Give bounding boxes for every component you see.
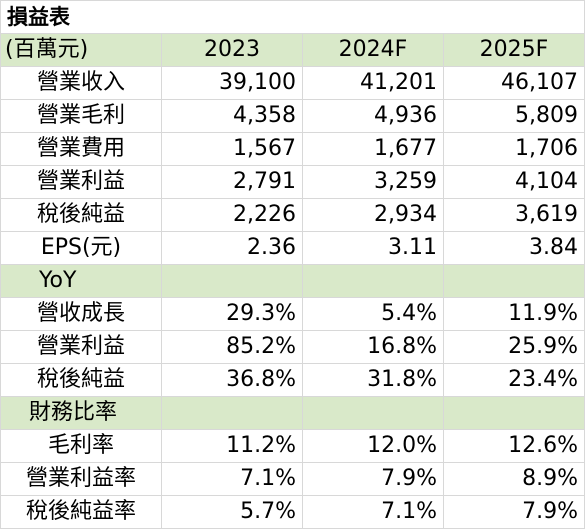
section-empty-cell xyxy=(443,264,585,298)
cell-value: 1,677 xyxy=(302,132,444,166)
cell-value: 8.9% xyxy=(443,462,585,496)
row-label: 毛利率 xyxy=(0,429,162,463)
cell-value: 3.11 xyxy=(302,231,444,265)
unit-label: (百萬元) xyxy=(0,33,162,67)
cell-value: 5,809 xyxy=(443,99,585,133)
table-row: 營業利益 2,791 3,259 4,104 xyxy=(0,165,585,199)
cell-value: 3,259 xyxy=(302,165,444,199)
cell-value: 2,791 xyxy=(161,165,303,199)
row-label: 營業利益率 xyxy=(0,462,162,496)
row-label: 營業費用 xyxy=(0,132,162,166)
cell-value: 2,934 xyxy=(302,198,444,232)
header-row: (百萬元) 2023 2024F 2025F xyxy=(0,33,585,67)
cell-value: 23.4% xyxy=(443,363,585,397)
cell-value: 4,358 xyxy=(161,99,303,133)
cell-value: 2.36 xyxy=(161,231,303,265)
cell-value: 46,107 xyxy=(443,66,585,100)
section-label: 財務比率 xyxy=(0,396,162,430)
cell-value: 11.9% xyxy=(443,297,585,331)
cell-value: 3,619 xyxy=(443,198,585,232)
table-row: 毛利率 11.2% 12.0% 12.6% xyxy=(0,429,585,463)
row-label: EPS(元) xyxy=(0,231,162,265)
table-row: 稅後純益 36.8% 31.8% 23.4% xyxy=(0,363,585,397)
year-header-2023: 2023 xyxy=(161,33,303,67)
table-row: 營業利益 85.2% 16.8% 25.9% xyxy=(0,330,585,364)
cell-value: 31.8% xyxy=(302,363,444,397)
cell-value: 2,226 xyxy=(161,198,303,232)
table-row: 營業毛利 4,358 4,936 5,809 xyxy=(0,99,585,133)
section-empty-cell xyxy=(161,396,303,430)
cell-value: 12.6% xyxy=(443,429,585,463)
table-row: 稅後純益率 5.7% 7.1% 7.9% xyxy=(0,495,585,529)
cell-value: 11.2% xyxy=(161,429,303,463)
table-row: 稅後純益 2,226 2,934 3,619 xyxy=(0,198,585,232)
cell-value: 85.2% xyxy=(161,330,303,364)
cell-value: 12.0% xyxy=(302,429,444,463)
table-row: 營收成長 29.3% 5.4% 11.9% xyxy=(0,297,585,331)
cell-value: 5.4% xyxy=(302,297,444,331)
section-empty-cell xyxy=(302,264,444,298)
cell-value: 29.3% xyxy=(161,297,303,331)
cell-value: 39,100 xyxy=(161,66,303,100)
table-row: 營業利益率 7.1% 7.9% 8.9% xyxy=(0,462,585,496)
row-label: 營業毛利 xyxy=(0,99,162,133)
year-header-2025f: 2025F xyxy=(443,33,585,67)
cell-value: 4,104 xyxy=(443,165,585,199)
table-row: EPS(元) 2.36 3.11 3.84 xyxy=(0,231,585,265)
cell-value: 7.9% xyxy=(302,462,444,496)
cell-value: 7.1% xyxy=(161,462,303,496)
section-empty-cell xyxy=(302,396,444,430)
cell-value: 1,706 xyxy=(443,132,585,166)
row-label: 營業利益 xyxy=(0,330,162,364)
cell-value: 1,567 xyxy=(161,132,303,166)
section-label: YoY xyxy=(0,264,162,298)
section-row-yoy: YoY xyxy=(0,264,585,298)
row-label: 稅後純益 xyxy=(0,198,162,232)
table-row: 營業費用 1,567 1,677 1,706 xyxy=(0,132,585,166)
section-row-ratios: 財務比率 xyxy=(0,396,585,430)
table-title: 損益表 xyxy=(0,0,585,34)
cell-value: 41,201 xyxy=(302,66,444,100)
section-empty-cell xyxy=(161,264,303,298)
cell-value: 7.1% xyxy=(302,495,444,529)
cell-value: 4,936 xyxy=(302,99,444,133)
cell-value: 5.7% xyxy=(161,495,303,529)
section-empty-cell xyxy=(443,396,585,430)
table-row: 營業收入 39,100 41,201 46,107 xyxy=(0,66,585,100)
row-label: 營業收入 xyxy=(0,66,162,100)
cell-value: 16.8% xyxy=(302,330,444,364)
cell-value: 3.84 xyxy=(443,231,585,265)
cell-value: 25.9% xyxy=(443,330,585,364)
row-label: 營收成長 xyxy=(0,297,162,331)
cell-value: 36.8% xyxy=(161,363,303,397)
row-label: 營業利益 xyxy=(0,165,162,199)
year-header-2024f: 2024F xyxy=(302,33,444,67)
cell-value: 7.9% xyxy=(443,495,585,529)
title-row: 損益表 xyxy=(0,0,585,34)
row-label: 稅後純益率 xyxy=(0,495,162,529)
row-label: 稅後純益 xyxy=(0,363,162,397)
